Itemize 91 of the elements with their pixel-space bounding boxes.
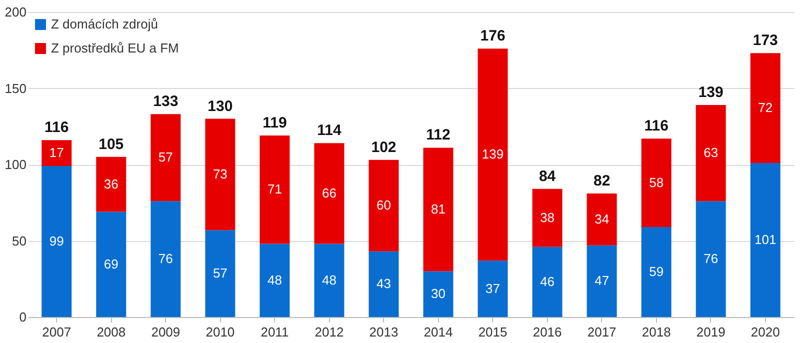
data-label: 69 xyxy=(104,256,118,272)
x-tick-label: 2009 xyxy=(151,324,180,340)
x-tick-label: 2016 xyxy=(532,324,562,340)
bar xyxy=(150,114,181,202)
data-label: 63 xyxy=(704,145,718,160)
data-label: 81 xyxy=(431,201,446,216)
data-label: 48 xyxy=(322,272,336,288)
data-label: 17 xyxy=(49,145,64,160)
data-label: 30 xyxy=(431,286,446,302)
bar xyxy=(260,244,290,317)
data-label: 43 xyxy=(376,276,391,292)
bar xyxy=(260,136,290,244)
bar xyxy=(478,48,508,261)
data-label: 37 xyxy=(486,280,500,296)
x-tick-label: 2019 xyxy=(696,324,726,340)
data-label: 57 xyxy=(212,266,228,281)
bar xyxy=(42,140,72,166)
bar xyxy=(205,118,236,230)
x-tick-label: 2013 xyxy=(369,324,398,340)
total-label: 114 xyxy=(317,122,342,140)
total-label: 139 xyxy=(698,84,724,102)
data-label: 72 xyxy=(758,100,773,116)
total-label: 116 xyxy=(644,118,668,135)
x-tick-label: 2010 xyxy=(206,324,235,340)
bar xyxy=(750,162,780,317)
x-tick-label: 2018 xyxy=(642,324,671,340)
total-label: 102 xyxy=(371,138,396,156)
y-tick-label: 200 xyxy=(4,4,26,20)
y-tick-label: 0 xyxy=(19,310,26,324)
bar xyxy=(314,244,344,317)
bar xyxy=(96,156,126,212)
bar xyxy=(532,188,562,247)
x-tick-label: 2014 xyxy=(424,324,453,340)
data-label: 73 xyxy=(212,166,228,182)
x-tick-label: 2008 xyxy=(96,324,126,340)
x-tick-label: 2011 xyxy=(260,324,289,340)
data-label: 76 xyxy=(704,251,718,266)
bar xyxy=(532,246,562,317)
bar xyxy=(641,227,672,317)
data-label: 47 xyxy=(594,273,610,288)
data-label: 59 xyxy=(649,264,664,280)
bar xyxy=(586,193,617,246)
x-tick-label: 2007 xyxy=(42,324,72,340)
bar xyxy=(423,148,454,272)
y-tick-label: 100 xyxy=(4,157,26,172)
total-label: 116 xyxy=(44,119,69,136)
bar xyxy=(586,245,617,317)
data-label: 36 xyxy=(104,176,118,192)
bar xyxy=(641,138,672,228)
y-tick-label: 50 xyxy=(12,233,26,248)
data-label: 34 xyxy=(594,211,610,226)
total-label: 173 xyxy=(752,32,778,50)
data-label: 71 xyxy=(267,182,282,197)
total-label: 84 xyxy=(538,168,556,185)
bar xyxy=(478,260,508,317)
data-label: 101 xyxy=(754,232,776,247)
y-tick-label: 150 xyxy=(4,80,26,96)
total-label: 112 xyxy=(426,126,450,144)
data-label: 57 xyxy=(158,150,173,165)
legend-label: Z domácích zdrojů xyxy=(51,16,158,32)
x-tick-label: 2012 xyxy=(314,324,344,340)
bar xyxy=(368,251,399,317)
data-label: 76 xyxy=(158,251,173,266)
data-label: 46 xyxy=(540,274,555,289)
x-tick-label: 2015 xyxy=(478,324,508,340)
data-label: 139 xyxy=(482,146,504,162)
x-tick-label: 2017 xyxy=(587,324,616,340)
data-label: 99 xyxy=(49,234,64,249)
bar xyxy=(696,201,726,317)
legend-label: Z prostředků EU a FM xyxy=(51,40,179,56)
total-label: 133 xyxy=(153,93,178,110)
bar xyxy=(750,53,780,163)
bar xyxy=(205,230,236,317)
bar xyxy=(423,271,454,317)
total-label: 130 xyxy=(208,98,233,115)
bar xyxy=(150,201,181,317)
total-label: 105 xyxy=(98,136,124,153)
total-label: 176 xyxy=(480,28,506,45)
total-label: 82 xyxy=(593,172,610,190)
data-label: 66 xyxy=(322,185,336,200)
total-label: 119 xyxy=(262,114,287,132)
data-label: 48 xyxy=(267,272,282,288)
bar xyxy=(314,143,344,244)
bar xyxy=(368,160,399,252)
bar xyxy=(96,212,126,317)
data-label: 58 xyxy=(649,174,664,190)
x-tick-label: 2020 xyxy=(750,324,780,340)
data-label: 60 xyxy=(376,198,391,213)
bar xyxy=(42,166,72,317)
bar xyxy=(696,105,726,202)
data-label: 38 xyxy=(540,210,555,225)
